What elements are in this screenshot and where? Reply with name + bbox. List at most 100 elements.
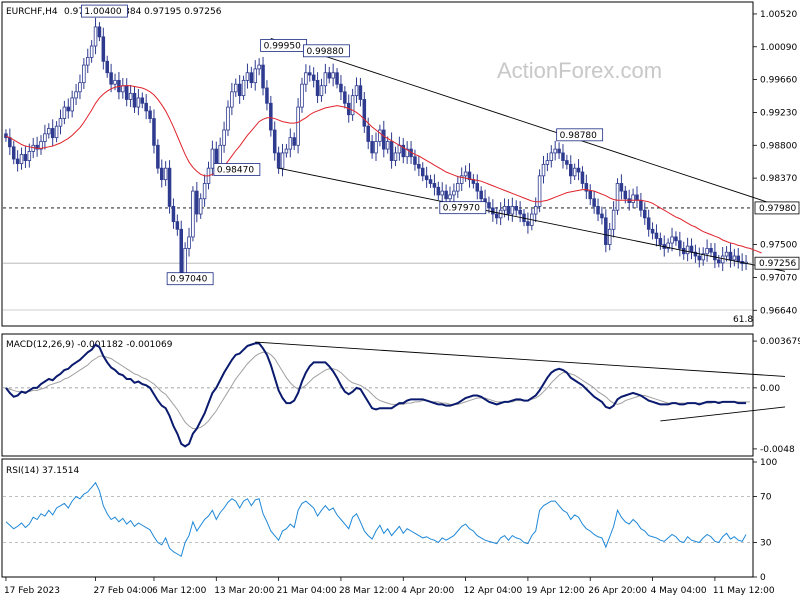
candle-body [432,183,437,188]
time-tick-label: 19 Apr 12:00 [526,586,585,596]
candle-body [191,190,195,238]
symbol-label: EURCHF,H4 [6,7,58,17]
candles [4,17,748,283]
candle [596,198,600,222]
candle-body [82,64,86,84]
candle [39,135,43,155]
candle-body [705,247,709,255]
candle [261,56,265,96]
candle [304,64,308,92]
candle-body [27,150,32,161]
candle-body [214,148,219,165]
candle [631,188,635,209]
candle-body [413,156,417,165]
candle-body [121,85,125,93]
watermark: ActionForex.com [497,58,662,83]
candle [234,78,238,97]
last-price-tag [754,256,800,270]
candle-body [19,154,24,165]
candle [156,139,160,174]
candle [378,124,382,147]
candle [15,150,20,172]
macd-tick-label: -0.0048 [760,445,795,455]
candle [198,193,203,219]
candle-body [420,167,425,177]
candle [237,75,242,104]
candle-body [222,129,226,146]
level-tag-label: 0.97980 [759,204,796,214]
candle-body [666,242,670,249]
candle-body [105,60,109,74]
candle [58,109,63,135]
candle [300,77,304,113]
candle-body [417,163,421,169]
candle [487,196,491,214]
candle-body [502,205,507,211]
candle-body [335,72,339,85]
candle-body [658,238,663,245]
candle [109,63,113,93]
price-annotation: 0.99880 [303,44,350,58]
time-tick-label: 17 Feb 2023 [4,586,60,596]
candle-body [265,87,269,104]
candle [549,145,554,168]
candle [588,184,593,205]
candle-body [280,152,285,169]
candle-body [144,102,148,112]
candle-body [557,148,561,154]
candle-body [167,167,172,207]
candle [705,239,709,262]
time-tick-label: 27 Feb 04:00 [94,586,153,596]
candle-body [198,198,203,215]
candle-body [553,148,557,154]
candle [526,212,530,234]
candle-body [175,221,180,230]
annotation-label: 0.98470 [217,165,254,175]
candle [401,138,406,164]
price-tick-label: 0.96640 [760,306,797,316]
candle [140,92,145,109]
candle-body [382,129,386,150]
candle-body [374,141,378,154]
candle [210,140,215,176]
candle-body [113,79,117,85]
candle [709,243,713,258]
candle-body [491,207,495,215]
candle-body [132,92,137,108]
rsi-tick-label: 100 [760,458,777,468]
candle [323,63,328,94]
candle-body [565,160,569,165]
candle [93,17,98,55]
candle [572,163,577,181]
candle [510,197,515,222]
candle-body [463,171,468,177]
candle [580,166,585,189]
candle [253,60,258,91]
candle [230,82,234,116]
annotation-label: 0.97970 [443,204,480,214]
time-tick-label: 4 May 04:00 [651,586,707,596]
candle [615,178,620,215]
candle-body [358,85,363,100]
candle-body [506,205,511,215]
candle [592,190,596,214]
price-tick-label: 0.98370 [760,174,797,184]
candle-body [370,141,374,154]
candle [561,144,565,169]
candle-body [4,133,8,139]
candle [128,84,133,108]
price-trendline [278,167,786,272]
candle [315,72,320,104]
candle-body [533,205,538,215]
candle [257,58,261,76]
candle-body [526,221,530,226]
macd-tick-label: 0.003679 [760,337,800,347]
candle-body [8,137,12,148]
candle [475,174,480,200]
candle-body [152,118,156,146]
candle-body [210,148,215,169]
candle-body [475,183,480,192]
candle-body [156,144,160,169]
candle-body [179,228,183,276]
